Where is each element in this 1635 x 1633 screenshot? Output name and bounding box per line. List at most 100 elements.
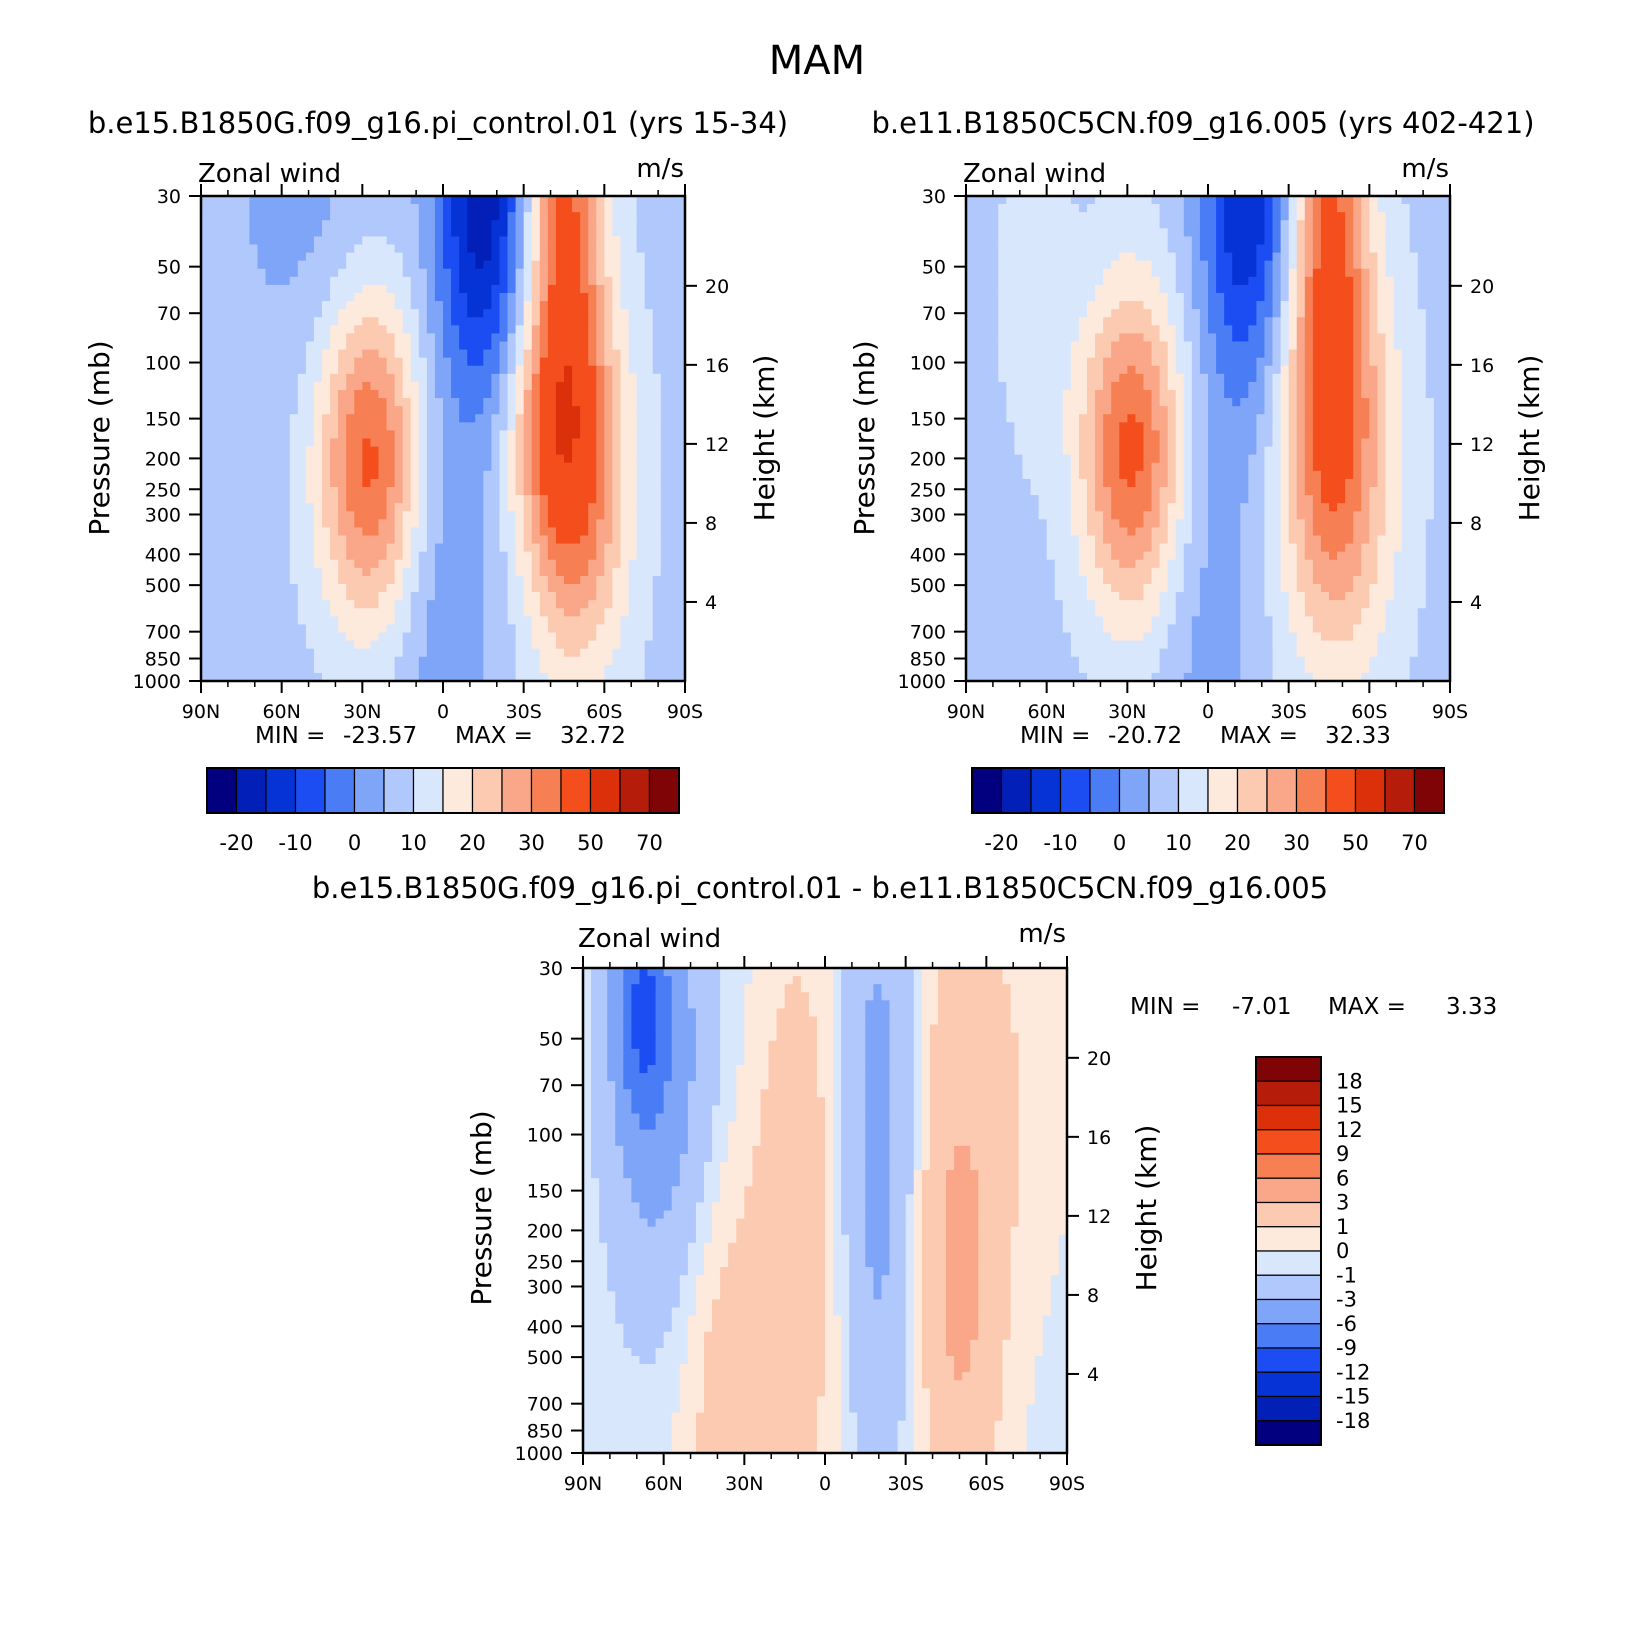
field-cell bbox=[676, 503, 686, 512]
field-cell bbox=[1441, 252, 1451, 262]
field-cell bbox=[982, 365, 991, 375]
field-cell bbox=[313, 349, 323, 359]
field-cell bbox=[443, 317, 452, 326]
field-cell bbox=[612, 495, 622, 504]
field-cell bbox=[1240, 301, 1249, 310]
field-cell bbox=[612, 567, 622, 577]
field-cell bbox=[434, 616, 444, 626]
field-cell bbox=[330, 462, 339, 472]
field-cell bbox=[467, 293, 476, 302]
field-cell bbox=[660, 357, 670, 367]
field-cell bbox=[249, 260, 259, 270]
field-cell bbox=[523, 430, 533, 440]
field-cell bbox=[1167, 301, 1177, 310]
field-cell bbox=[620, 349, 630, 359]
field-cell bbox=[1361, 301, 1370, 310]
field-cell bbox=[507, 648, 517, 658]
field-cell bbox=[209, 567, 218, 577]
field-cell bbox=[668, 503, 678, 512]
field-cell bbox=[209, 454, 218, 464]
field-cell bbox=[1401, 357, 1411, 367]
field-cell bbox=[588, 212, 597, 221]
field-cell bbox=[1320, 268, 1330, 278]
field-cell bbox=[394, 656, 404, 666]
y2-tick-label: 8 bbox=[705, 513, 717, 535]
field-cell bbox=[1054, 341, 1064, 351]
field-cell bbox=[1111, 357, 1120, 367]
field-cell bbox=[515, 333, 525, 343]
field-cell bbox=[386, 584, 396, 593]
field-cell bbox=[604, 220, 613, 229]
field-cell bbox=[604, 293, 613, 302]
field-cell bbox=[426, 478, 436, 488]
field-cell bbox=[1062, 341, 1072, 351]
field-cell bbox=[1369, 284, 1378, 294]
field-cell bbox=[233, 430, 242, 440]
field-cell bbox=[1337, 212, 1346, 221]
field-cell bbox=[354, 567, 363, 577]
field-cell bbox=[1312, 236, 1322, 246]
field-cell bbox=[394, 672, 404, 682]
field-cell bbox=[362, 212, 371, 221]
field-cell bbox=[1022, 357, 1032, 367]
field-cell bbox=[1393, 293, 1403, 302]
field-cell bbox=[564, 357, 573, 367]
field-cell bbox=[523, 357, 533, 367]
field-cell bbox=[217, 390, 226, 399]
field-cell bbox=[1409, 260, 1419, 270]
field-cell bbox=[998, 309, 1007, 318]
field-cell bbox=[1014, 284, 1024, 294]
field-cell bbox=[547, 268, 557, 278]
field-cell bbox=[483, 438, 492, 448]
field-cell bbox=[1280, 244, 1290, 254]
field-cell bbox=[1078, 228, 1088, 238]
field-cell bbox=[297, 438, 307, 448]
field-cell bbox=[201, 398, 210, 407]
field-cell bbox=[668, 567, 678, 577]
field-cell bbox=[370, 333, 380, 343]
field-cell bbox=[443, 559, 452, 569]
field-cell bbox=[443, 381, 452, 391]
field-cell bbox=[531, 551, 541, 561]
field-cell bbox=[1151, 220, 1161, 229]
field-cell bbox=[1248, 220, 1257, 229]
field-cell bbox=[588, 462, 597, 472]
field-cell bbox=[1312, 284, 1322, 294]
field-cell bbox=[1151, 244, 1161, 254]
field-cell bbox=[362, 608, 371, 617]
field-cell bbox=[499, 616, 509, 626]
field-cell bbox=[362, 373, 371, 383]
field-cell bbox=[1119, 212, 1128, 221]
field-cell bbox=[596, 616, 605, 626]
field-cell bbox=[346, 284, 355, 294]
field-cell bbox=[564, 390, 573, 399]
field-cell bbox=[1385, 301, 1395, 310]
field-cell bbox=[225, 406, 234, 415]
field-cell bbox=[676, 422, 686, 432]
field-cell bbox=[209, 616, 218, 626]
field-cell bbox=[523, 656, 533, 666]
field-cell bbox=[241, 244, 250, 254]
field-cell bbox=[1296, 276, 1306, 286]
field-cell bbox=[531, 293, 541, 302]
field-cell bbox=[289, 664, 299, 674]
field-cell bbox=[491, 260, 501, 270]
field-cell bbox=[596, 301, 605, 310]
field-cell bbox=[515, 317, 525, 326]
field-cell bbox=[354, 284, 363, 294]
field-cell bbox=[1224, 220, 1233, 229]
field-cell bbox=[547, 527, 557, 537]
field-cell bbox=[394, 624, 404, 634]
field-cell bbox=[1070, 284, 1080, 294]
field-cell bbox=[402, 373, 412, 383]
field-cell bbox=[1208, 228, 1217, 238]
field-cell bbox=[410, 317, 420, 326]
field-cell bbox=[1224, 228, 1233, 238]
field-cell bbox=[612, 519, 622, 529]
field-cell bbox=[443, 672, 452, 682]
field-cell bbox=[265, 438, 275, 448]
field-cell bbox=[241, 487, 250, 496]
field-cell bbox=[338, 406, 347, 415]
field-cell bbox=[410, 438, 420, 448]
field-cell bbox=[410, 672, 420, 682]
